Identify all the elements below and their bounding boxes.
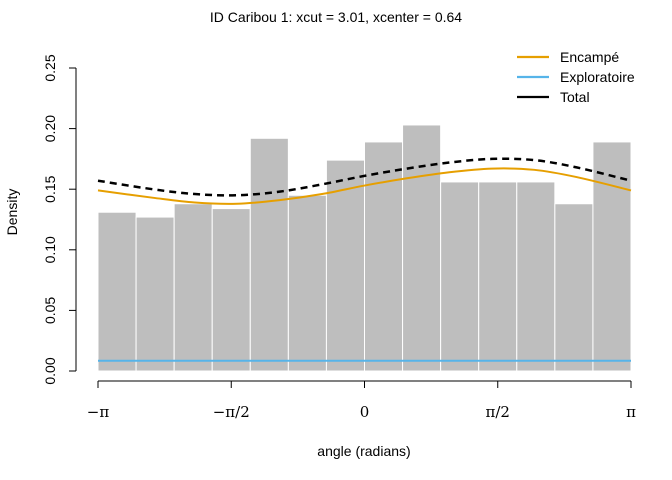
y-tick-label: 0.00 bbox=[42, 357, 58, 384]
y-tick-label: 0.25 bbox=[42, 54, 58, 81]
x-axis-title: angle (radians) bbox=[317, 443, 410, 459]
histogram-bar bbox=[135, 216, 175, 372]
y-tick-label: 0.15 bbox=[42, 175, 58, 202]
series-line-total bbox=[97, 157, 632, 197]
histogram-bars bbox=[97, 124, 632, 372]
y-tick-label: 0.05 bbox=[42, 297, 58, 324]
x-axis: −π −π/2 0 π/2 π bbox=[87, 380, 636, 421]
histogram-bar bbox=[364, 141, 404, 372]
density-curves bbox=[97, 157, 632, 362]
legend-label: Total bbox=[560, 89, 590, 105]
histogram-bar bbox=[173, 203, 213, 372]
histogram-bar bbox=[478, 181, 518, 372]
x-tick-label: −π bbox=[87, 403, 110, 421]
x-tick-label: π/2 bbox=[486, 403, 510, 421]
histogram-bar bbox=[516, 181, 556, 372]
histogram-bar bbox=[402, 124, 442, 372]
histogram-bar bbox=[249, 137, 289, 372]
legend: Encampé Exploratoire Total bbox=[517, 49, 635, 105]
x-tick-label: −π/2 bbox=[213, 403, 250, 421]
histogram-bar bbox=[287, 194, 327, 372]
series-line-encamp- bbox=[97, 167, 632, 205]
legend-label: Exploratoire bbox=[560, 69, 635, 85]
histogram-bar bbox=[325, 159, 365, 372]
histogram-bar bbox=[554, 203, 594, 372]
histogram-bar bbox=[211, 208, 251, 372]
histogram-bar bbox=[97, 211, 137, 372]
y-tick-label: 0.20 bbox=[42, 115, 58, 142]
x-tick-label: 0 bbox=[360, 403, 370, 421]
chart-title: ID Caribou 1: xcut = 3.01, xcenter = 0.6… bbox=[210, 9, 462, 25]
histogram-bar bbox=[440, 181, 480, 372]
y-tick-label: 0.10 bbox=[42, 236, 58, 263]
y-axis-title: Density bbox=[4, 189, 20, 236]
x-tick-label: π bbox=[626, 403, 636, 421]
legend-label: Encampé bbox=[560, 49, 619, 65]
y-axis: 0.00 0.05 0.10 0.15 0.20 0.25 bbox=[42, 54, 77, 385]
